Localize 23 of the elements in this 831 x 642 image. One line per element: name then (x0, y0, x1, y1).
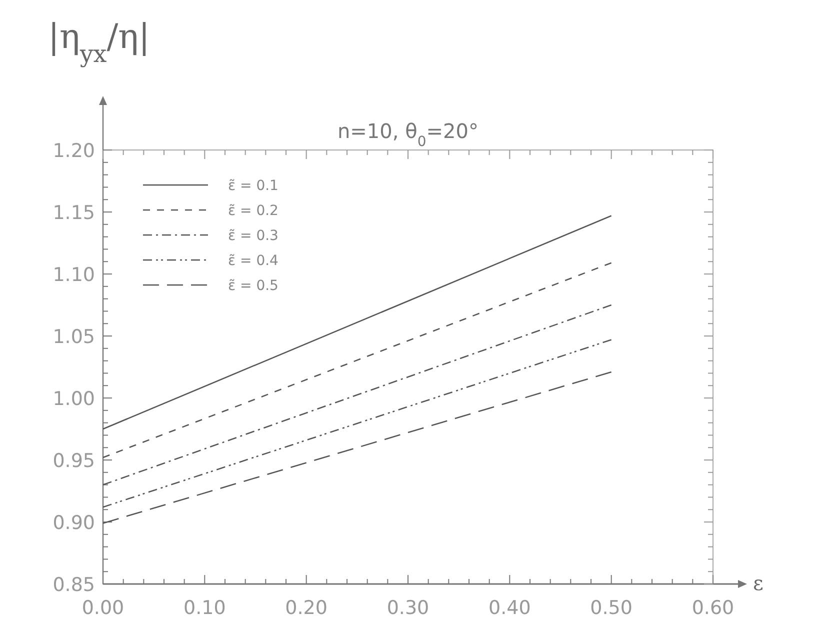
chart-title: n=10, θ$_{0}$=20° (338, 119, 478, 150)
x-axis-title: ε (753, 571, 764, 595)
x-tick-label: 0.30 (386, 597, 430, 619)
legend-label: ε̃ = 0.3 (228, 228, 278, 244)
x-tick-label: 0.20 (285, 597, 328, 619)
y-tick-label: 0.95 (52, 450, 95, 472)
y-tick-label: 0.85 (52, 574, 95, 596)
legend-label: ε̃ = 0.4 (228, 253, 279, 269)
y-tick-label: 1.10 (52, 264, 95, 286)
x-tick-label: 0.40 (488, 597, 531, 619)
y-axis-title: |η$_{yx}$/η| (48, 17, 150, 68)
legend-label: ε̃ = 0.1 (228, 178, 278, 194)
y-tick-label: 1.20 (52, 140, 95, 162)
x-tick-label: 0.10 (184, 597, 226, 619)
y-tick-label: 0.90 (52, 512, 95, 534)
y-tick-label: 1.00 (52, 388, 95, 410)
legend-label: ε̃ = 0.5 (228, 278, 278, 294)
legend-label: ε̃ = 0.2 (228, 203, 278, 219)
y-tick-label: 1.05 (52, 326, 95, 348)
x-tick-label: 0.00 (82, 597, 124, 619)
y-tick-label: 1.15 (52, 202, 95, 224)
x-tick-label: 0.50 (590, 597, 632, 619)
x-tick-label: 0.60 (692, 597, 734, 619)
